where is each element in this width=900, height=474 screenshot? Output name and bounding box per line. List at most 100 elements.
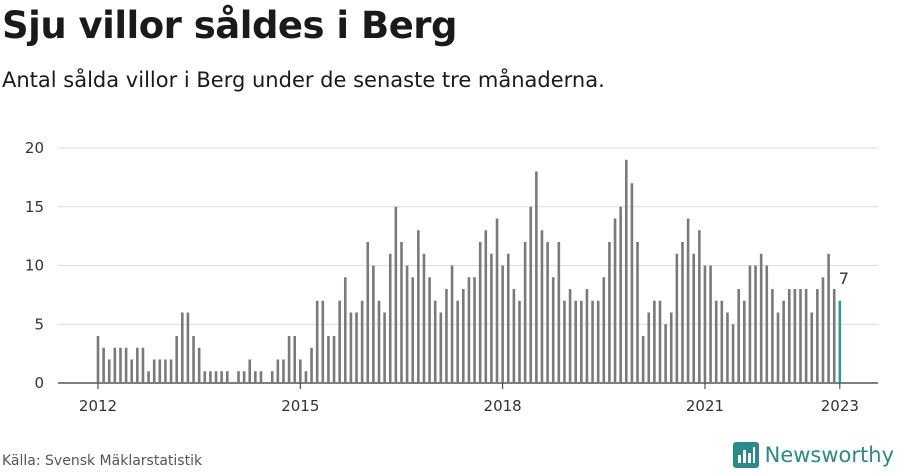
bar: [130, 359, 134, 383]
bar: [512, 289, 516, 383]
bar: [501, 265, 504, 383]
bar: [759, 253, 763, 383]
bar: [810, 312, 814, 383]
bar: [405, 265, 409, 383]
bar: [107, 359, 111, 383]
bar: [630, 183, 634, 383]
bar: [596, 300, 600, 383]
bar: [304, 371, 308, 383]
bar: [360, 300, 364, 383]
bar: [551, 277, 555, 383]
bar: [653, 300, 656, 383]
bar: [388, 253, 392, 383]
bar: [771, 289, 774, 383]
bar: [714, 300, 718, 383]
chart-subtitle: Antal sålda villor i Berg under de senas…: [2, 68, 605, 92]
bar: [124, 347, 128, 383]
bar: [422, 253, 426, 383]
bar: [726, 312, 729, 383]
bar: [315, 300, 319, 383]
bar: [619, 206, 622, 383]
bar: [197, 347, 201, 383]
bar: [787, 289, 791, 383]
y-tick-label: 15: [25, 198, 44, 216]
bar: [220, 371, 223, 383]
bar: [366, 242, 370, 383]
bar: [821, 277, 825, 383]
bar: [462, 289, 465, 383]
bar: [754, 265, 757, 383]
bar: [675, 253, 679, 383]
bar: [225, 371, 229, 383]
bar: [96, 336, 100, 383]
bar: [113, 347, 117, 383]
bar: [816, 289, 819, 383]
bar: [658, 300, 662, 383]
bar: [254, 371, 257, 383]
bar: [456, 300, 459, 383]
bar: [147, 371, 150, 383]
bar: [523, 242, 527, 383]
bar: [686, 218, 690, 383]
bar: [776, 312, 780, 383]
bar: [669, 312, 673, 383]
bar: [490, 253, 493, 383]
bar: [417, 230, 420, 383]
bar: [310, 347, 313, 383]
bar: [259, 371, 263, 383]
bar: [647, 312, 651, 383]
bar: [203, 371, 207, 383]
bar: [349, 312, 353, 383]
bar: [287, 336, 291, 383]
bar: [293, 336, 296, 383]
bar: [164, 359, 167, 383]
bar: [478, 242, 482, 383]
bar: [546, 242, 549, 383]
bar: [563, 300, 566, 383]
bar: [119, 347, 122, 383]
y-tick-label: 20: [25, 139, 44, 157]
bar: [242, 371, 246, 383]
bar: [445, 289, 448, 383]
x-tick-label: 2021: [686, 397, 724, 415]
bar: [276, 359, 280, 383]
bar: [737, 289, 740, 383]
bar: [557, 242, 561, 383]
bar: [793, 289, 797, 383]
y-tick-label: 10: [25, 257, 44, 275]
bar: [209, 371, 212, 383]
bar: [377, 300, 381, 383]
bar: [192, 336, 195, 383]
bar: [574, 300, 577, 383]
bar-latest: [838, 300, 842, 383]
bar: [664, 324, 667, 383]
bar: [636, 242, 639, 383]
bar: [299, 359, 302, 383]
bar: [270, 371, 274, 383]
bar: [355, 312, 358, 383]
bar: [158, 359, 162, 383]
x-tick-label: 2018: [484, 397, 522, 415]
bar: [141, 347, 145, 383]
bar: [186, 312, 190, 383]
brand-logo[interactable]: Newsworthy: [732, 442, 894, 468]
bar: [450, 265, 454, 383]
bar: [484, 230, 488, 383]
bar: [799, 289, 802, 383]
bar: [782, 300, 785, 383]
bar: [765, 265, 769, 383]
bar: [181, 312, 184, 383]
bar-chart-logo-icon: [732, 442, 759, 468]
last-value-label: 7: [839, 269, 849, 288]
bar: [568, 289, 572, 383]
source-note: Källa: Svensk Mäklarstatistik: [2, 453, 203, 469]
chart-title: Sju villor såldes i Berg: [2, 4, 458, 47]
bar: [641, 336, 645, 383]
bar: [529, 206, 533, 383]
x-tick-label: 2015: [281, 397, 319, 415]
bar: [102, 347, 105, 383]
bar: [394, 206, 398, 383]
bar: [343, 277, 347, 383]
bar: [495, 218, 499, 383]
bar: [703, 265, 707, 383]
